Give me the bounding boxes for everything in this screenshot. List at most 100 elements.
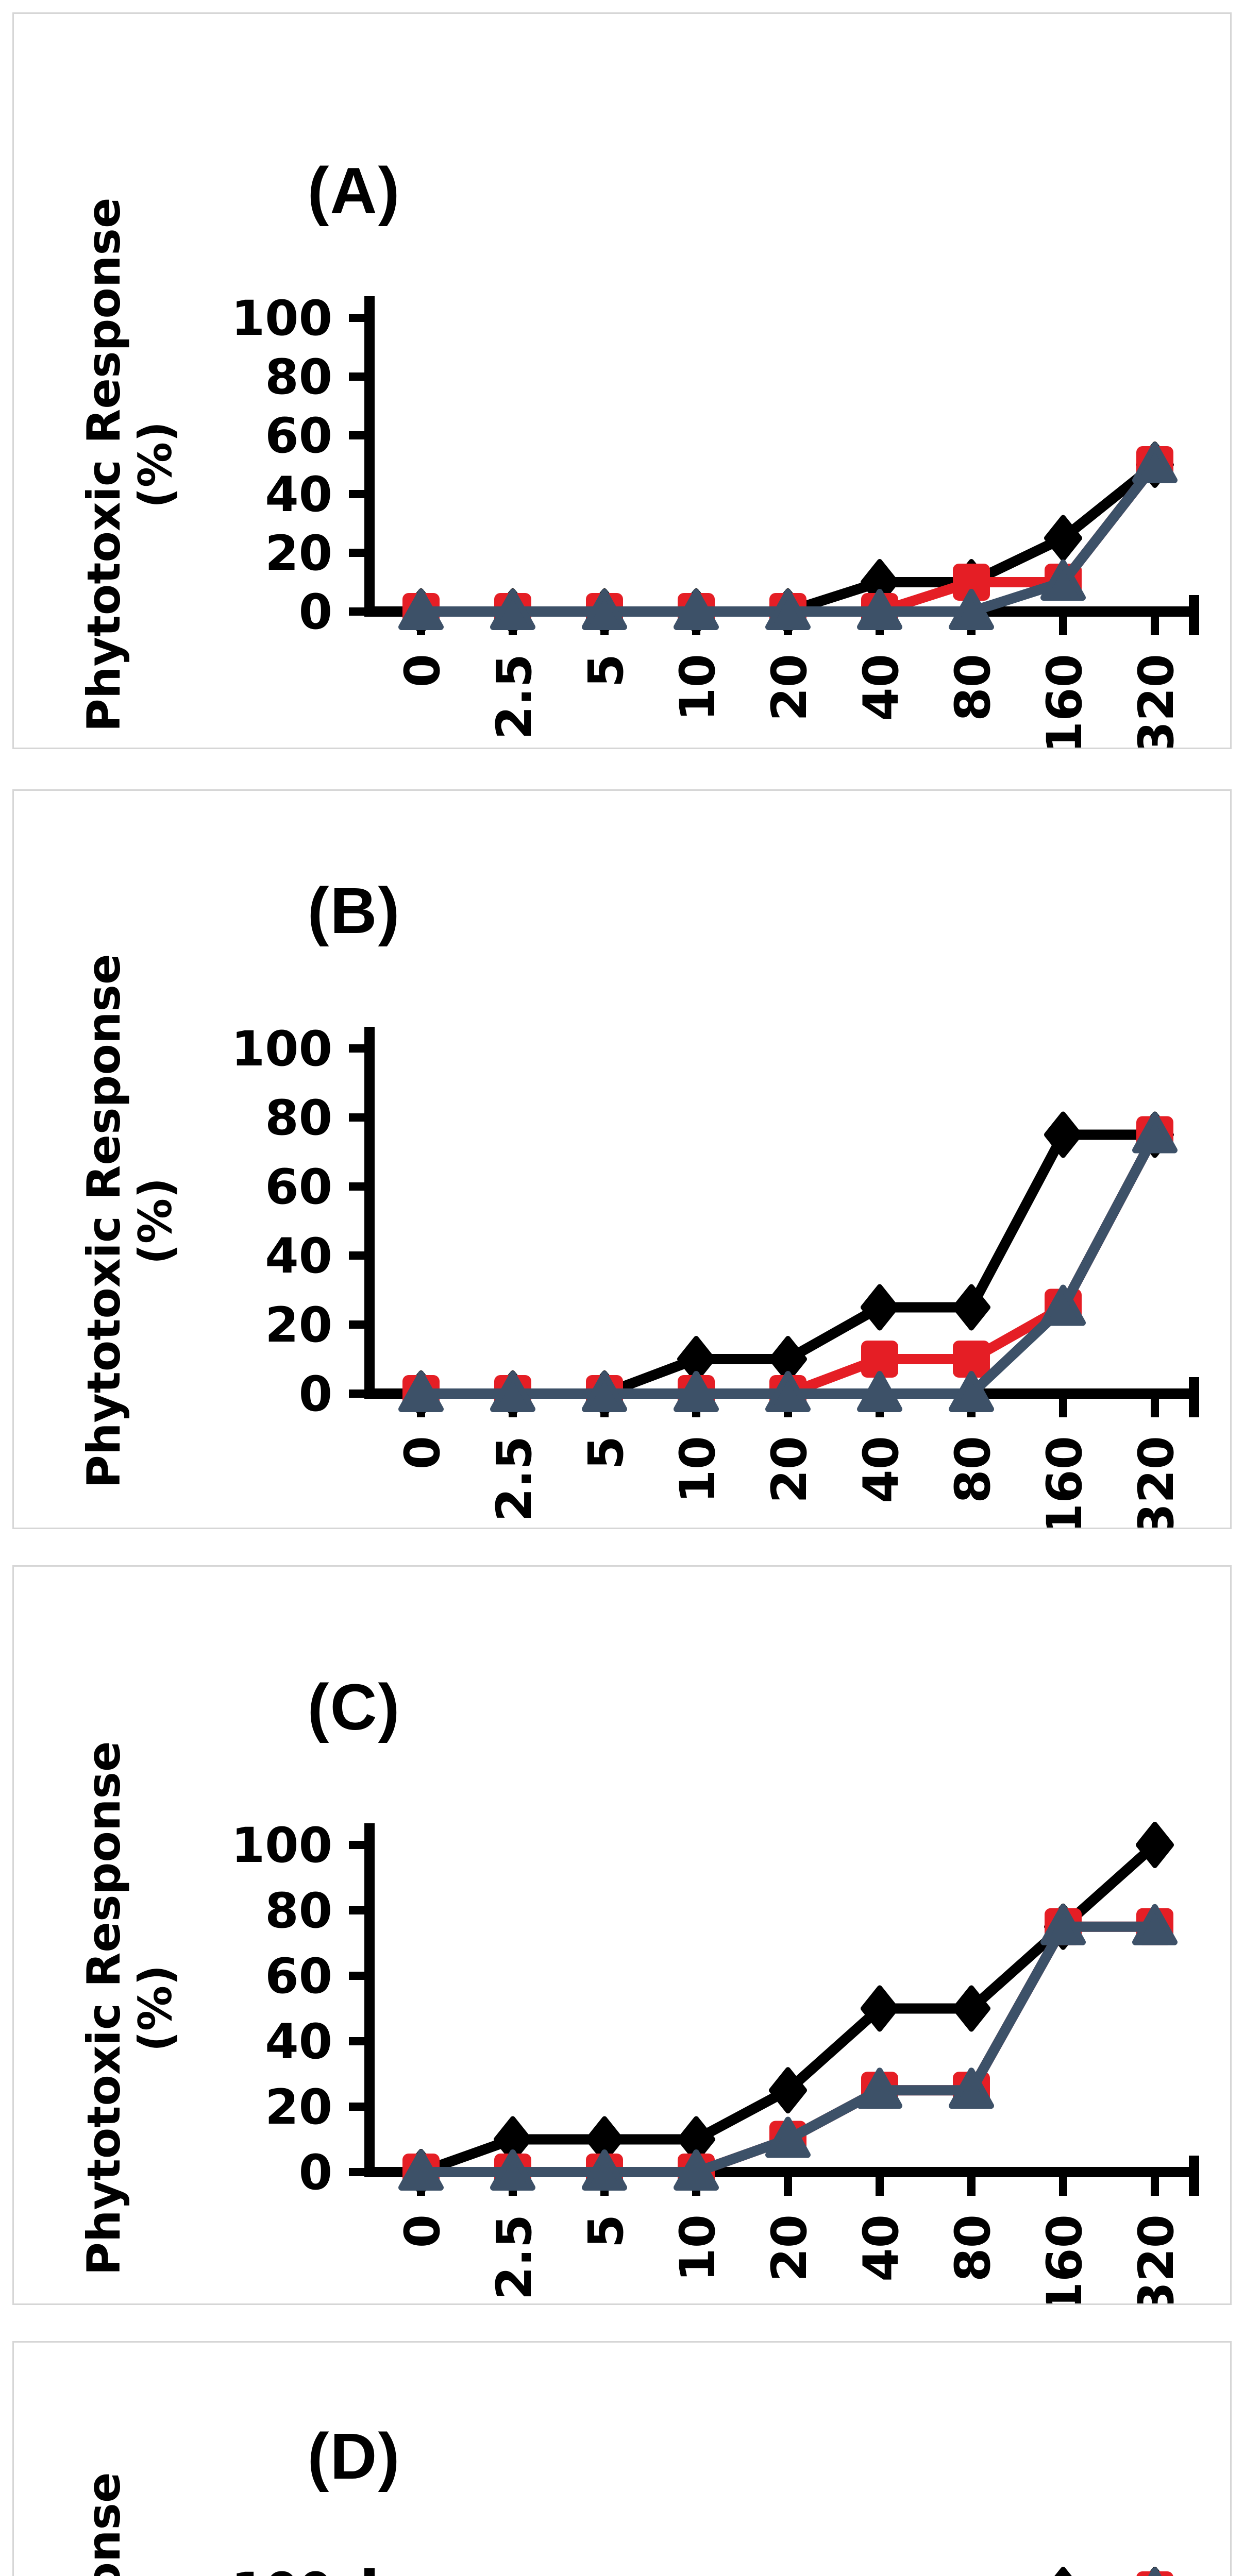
triangle-marker bbox=[398, 2149, 444, 2191]
y-tick-label: 60 bbox=[265, 1948, 332, 2005]
x-tick-label: 40 bbox=[853, 2214, 910, 2282]
x-tick-label: 10 bbox=[670, 2214, 726, 2282]
x-tick-label: 160 bbox=[1037, 1436, 1093, 1528]
triangle-marker bbox=[674, 1371, 719, 1412]
triangle-marker bbox=[1040, 1284, 1086, 1326]
x-tick-label: 20 bbox=[762, 2214, 818, 2282]
x-tick-label: 40 bbox=[853, 1436, 910, 1503]
y-axis-title-line2: (%) bbox=[129, 1964, 182, 2052]
triangle-marker bbox=[1132, 1904, 1178, 1945]
triangle-marker bbox=[674, 589, 719, 630]
x-tick-label: 2.5 bbox=[486, 654, 543, 740]
y-tick-label: 20 bbox=[265, 1297, 332, 1353]
y-axis-title-line1: Phytotoxic Response bbox=[77, 197, 130, 732]
y-tick-label: 100 bbox=[231, 1021, 332, 1077]
panel-b-card: 0 20 40 60 80 100 0 2.5 5 10 20 40 80 160 320 (B) Phyt… bbox=[12, 789, 1232, 1529]
diamond-marker bbox=[952, 1985, 990, 2032]
x-tick-label: 160 bbox=[1037, 654, 1093, 748]
y-tick-label: 80 bbox=[265, 1883, 332, 1939]
x-tick-label: 0 bbox=[395, 2214, 451, 2248]
x-tick-label: 80 bbox=[945, 2214, 1001, 2282]
y-axis-title-line1: Phytotoxic Response bbox=[77, 954, 130, 1488]
triangle-marker bbox=[857, 589, 902, 630]
panel-a-title: (A) bbox=[307, 154, 401, 227]
x-tick-label: 0 bbox=[395, 654, 451, 687]
diamond-marker bbox=[952, 1284, 990, 1331]
y-tick-label: 40 bbox=[265, 2014, 332, 2070]
triangle-marker bbox=[490, 1371, 535, 1412]
y-tick-label: 60 bbox=[265, 1159, 332, 1215]
y-axis-title: Phytotoxic Response (%) bbox=[77, 2456, 187, 2576]
y-tick-label: 0 bbox=[299, 2145, 332, 2201]
panel-b-title: (B) bbox=[307, 874, 401, 947]
triangle-marker bbox=[949, 2067, 994, 2109]
y-axis-title-line2: (%) bbox=[129, 1177, 182, 1265]
x-tick-label: 80 bbox=[945, 654, 1001, 721]
y-tick-label: 80 bbox=[265, 349, 332, 405]
x-tick-label: 20 bbox=[762, 1436, 818, 1503]
panel-c-card: 0 20 40 60 80 100 0 2.5 5 10 20 40 80 160 320 (C) Phyt… bbox=[12, 1565, 1232, 2305]
y-tick-label: 60 bbox=[265, 408, 332, 464]
chart-c-canvas: 0 20 40 60 80 100 0 2.5 5 10 20 40 80 160 320 bbox=[231, 1818, 1199, 2303]
y-axis-title: Phytotoxic Response (%) bbox=[77, 1725, 187, 2292]
diamond-marker bbox=[769, 2067, 807, 2114]
x-tick-label: 160 bbox=[1037, 2214, 1093, 2303]
y-tick-label: 100 bbox=[231, 2563, 332, 2576]
diamond-marker bbox=[1054, 2567, 1072, 2576]
triangle-marker bbox=[582, 589, 627, 630]
triangle-marker bbox=[1132, 1112, 1178, 1154]
diamond-marker bbox=[861, 1985, 899, 2032]
triangle-marker bbox=[674, 2149, 719, 2191]
x-tick-label: 5 bbox=[578, 654, 634, 687]
y-axis-title-line1: Phytotoxic Response bbox=[77, 2456, 130, 2576]
y-tick-label: 40 bbox=[265, 467, 332, 523]
triangle-marker bbox=[582, 2149, 627, 2191]
panel-a-card: 0 20 40 60 80 100 0 2.5 5 10 20 40 80 160 320 (A) Phyt… bbox=[12, 12, 1232, 749]
y-tick-label: 100 bbox=[231, 291, 332, 347]
x-tick-label: 320 bbox=[1129, 2214, 1185, 2303]
triangle-marker bbox=[857, 1371, 902, 1412]
y-axis-title-line2: (%) bbox=[130, 2456, 181, 2576]
y-tick-label: 40 bbox=[265, 1228, 332, 1284]
x-tick-label: 5 bbox=[578, 2214, 634, 2248]
x-tick-label: 320 bbox=[1129, 1436, 1185, 1528]
triangle-marker bbox=[765, 1371, 811, 1412]
panel-c-title: (C) bbox=[307, 1671, 401, 1743]
x-tick-label: 40 bbox=[853, 654, 910, 721]
x-tick-label: 80 bbox=[945, 1436, 1001, 1503]
x-tick-label: 5 bbox=[578, 1436, 634, 1469]
square-marker bbox=[953, 564, 990, 601]
x-tick-label: 2.5 bbox=[486, 1436, 543, 1522]
chart-b-canvas: 0 20 40 60 80 100 0 2.5 5 10 20 40 80 160 320 bbox=[231, 1021, 1199, 1528]
triangle-marker bbox=[582, 1371, 627, 1412]
diamond-marker bbox=[861, 1284, 899, 1331]
x-tick-label: 20 bbox=[762, 654, 818, 721]
y-axis-title: Phytotoxic Response (%) bbox=[77, 181, 187, 748]
x-tick-label: 2.5 bbox=[486, 2214, 543, 2300]
y-tick-label: 80 bbox=[265, 1090, 332, 1146]
y-axis-title-line2: (%) bbox=[129, 421, 182, 509]
x-tick-label: 0 bbox=[395, 1436, 451, 1469]
panel-d-title: (D) bbox=[307, 2420, 401, 2493]
y-tick-label: 0 bbox=[299, 1366, 332, 1422]
triangle-marker bbox=[949, 589, 994, 630]
x-tick-label: 10 bbox=[670, 1436, 726, 1503]
triangle-marker bbox=[1040, 560, 1086, 601]
triangle-marker bbox=[490, 589, 535, 630]
diamond-marker bbox=[1044, 1111, 1082, 1158]
y-tick-label: 0 bbox=[299, 584, 332, 640]
triangle-marker bbox=[1148, 2567, 1162, 2576]
triangle-marker bbox=[1040, 1904, 1086, 1945]
x-tick-label: 320 bbox=[1129, 654, 1185, 748]
triangle-marker bbox=[765, 589, 811, 630]
triangle-marker bbox=[1132, 442, 1178, 483]
triangle-marker bbox=[949, 1371, 994, 1412]
diamond-marker bbox=[1136, 1822, 1174, 1868]
y-tick-label: 20 bbox=[265, 526, 332, 582]
square-marker bbox=[861, 1341, 898, 1378]
triangle-marker bbox=[398, 589, 444, 630]
